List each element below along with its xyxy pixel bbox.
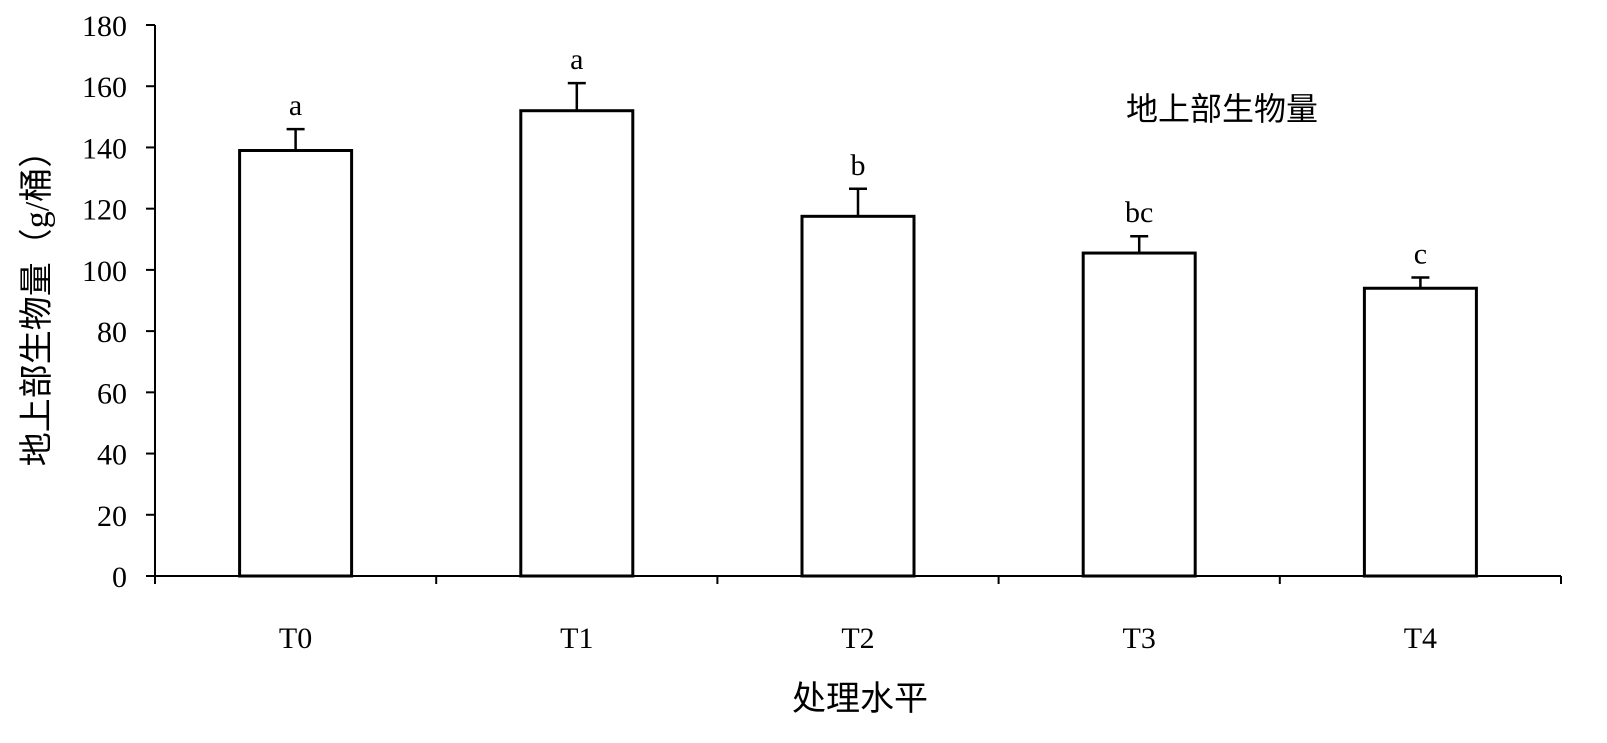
category-label: T1: [560, 622, 593, 655]
y-tick-label: 80: [97, 316, 127, 349]
bar: [1081, 251, 1197, 578]
legend-label: 地上部生物量: [1126, 91, 1318, 127]
significance-label: a: [289, 89, 302, 122]
significance-label: b: [851, 149, 866, 182]
category-labels: a T0 a T1 b T2 bc T3 c T4: [279, 43, 1437, 655]
bar: [1362, 286, 1478, 578]
category-label: T3: [1123, 622, 1156, 655]
y-tick-label: 40: [97, 439, 127, 472]
y-tick-label: 160: [82, 71, 127, 104]
y-tick-label: 60: [97, 377, 127, 410]
y-tick-label: 180: [82, 10, 127, 43]
y-tick-label: 120: [82, 194, 127, 227]
y-tick-label: 100: [82, 255, 127, 288]
bar-group: [238, 81, 1478, 578]
bar: [800, 214, 916, 578]
significance-label: bc: [1125, 196, 1153, 229]
category-label: T0: [279, 622, 312, 655]
y-axis: 0 20 40 60 80 100 120 140 160 180: [82, 10, 156, 594]
bar: [519, 109, 635, 578]
y-tick-label: 20: [97, 500, 127, 533]
x-axis-title: 处理水平: [792, 681, 928, 718]
bar: [238, 149, 354, 578]
category-label: T2: [841, 622, 874, 655]
category-label: T4: [1404, 622, 1437, 655]
significance-label: c: [1414, 238, 1427, 271]
y-tick-label: 140: [82, 132, 127, 165]
y-tick-label: 0: [112, 561, 127, 594]
y-axis-title: 地上部生物量（g/桶）: [18, 134, 56, 466]
significance-label: a: [570, 43, 583, 76]
